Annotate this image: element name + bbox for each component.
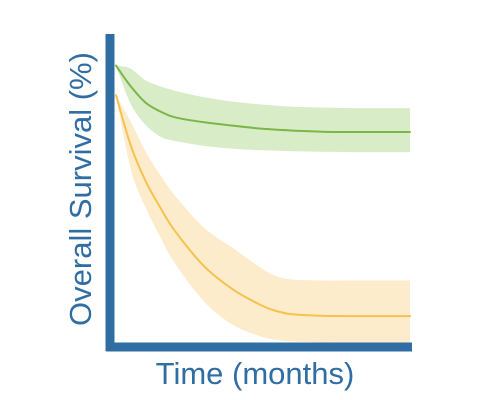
survival-curve-2	[115, 94, 411, 318]
confidence-band-1	[116, 65, 410, 153]
survival-curve-1	[115, 64, 411, 134]
x-axis-label: Time (months)	[156, 356, 355, 391]
confidence-bands	[116, 65, 410, 343]
confidence-band-2	[116, 95, 410, 343]
y-axis-label: Overall Survival (%)	[63, 52, 98, 326]
survival-curves	[115, 64, 411, 318]
